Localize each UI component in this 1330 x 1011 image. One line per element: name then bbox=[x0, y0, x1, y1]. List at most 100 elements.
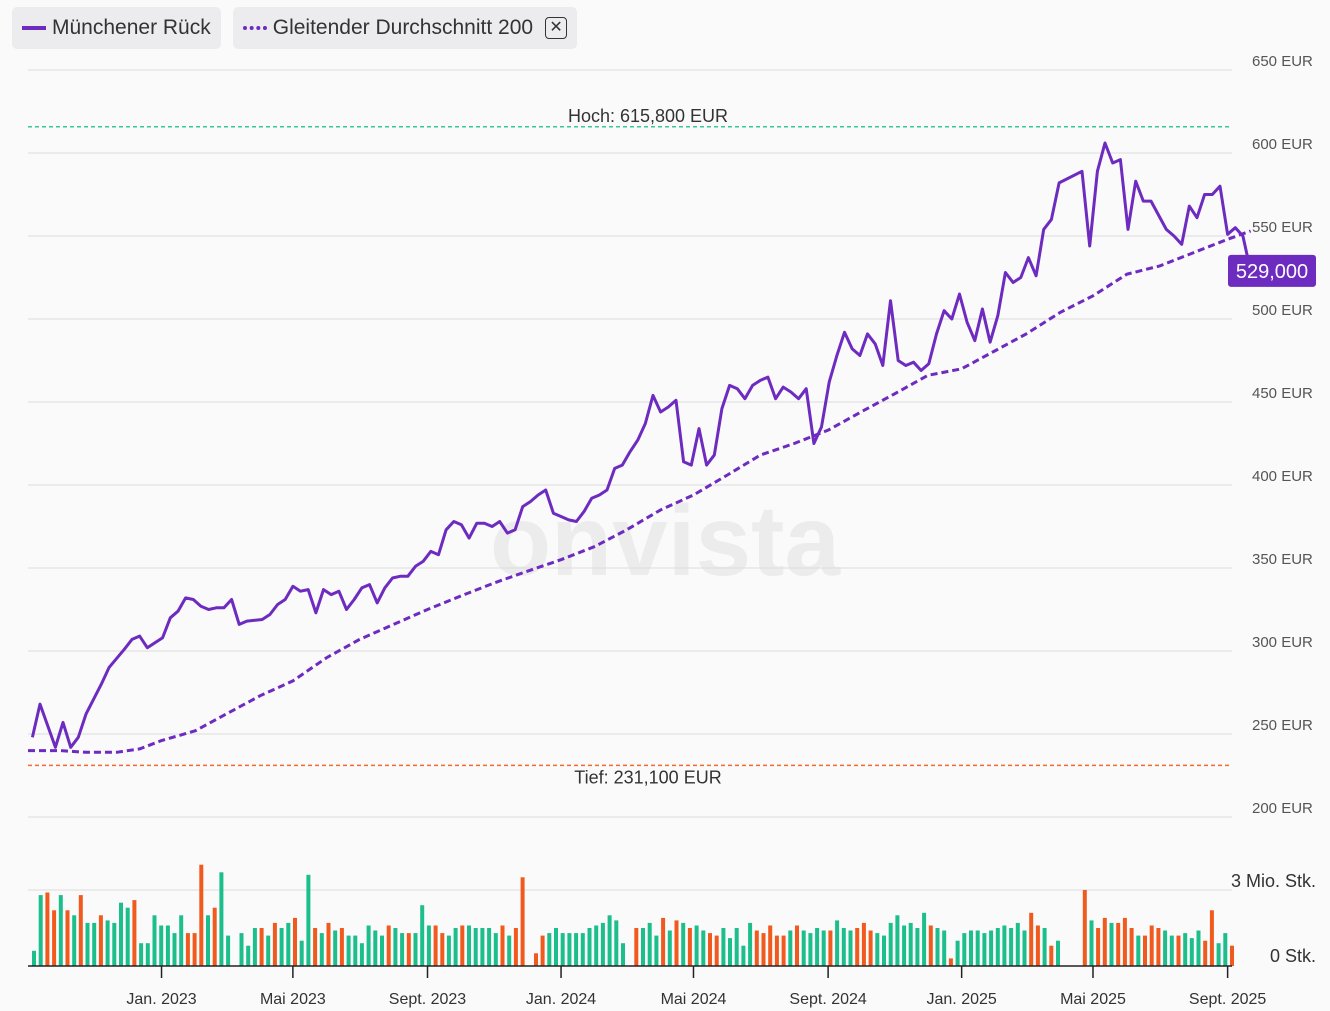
price-tick-label: 450 EUR bbox=[1252, 385, 1313, 402]
high-label: Hoch: 615,800 EUR bbox=[568, 106, 728, 126]
volume-bar bbox=[1143, 935, 1147, 966]
volume-bar bbox=[65, 910, 70, 966]
volume-bar bbox=[661, 917, 666, 966]
volume-bar bbox=[614, 920, 619, 966]
price-tick-label: 250 EUR bbox=[1252, 717, 1313, 734]
volume-bar bbox=[52, 910, 57, 966]
volume-bar bbox=[1009, 928, 1014, 966]
moving-average-line bbox=[28, 229, 1252, 754]
volume-bar bbox=[1082, 890, 1087, 966]
volume-bar bbox=[252, 928, 257, 966]
volume-bar bbox=[119, 902, 123, 966]
volume-bar bbox=[487, 928, 492, 966]
x-tick-label: Jan. 2024 bbox=[526, 991, 596, 1008]
volume-bar bbox=[902, 925, 907, 966]
volume-bar bbox=[1015, 922, 1020, 966]
volume-bar bbox=[1022, 930, 1027, 966]
volume-bar bbox=[875, 933, 880, 966]
volume-bar bbox=[38, 895, 43, 966]
volume-bar bbox=[888, 922, 893, 966]
volume-bar bbox=[554, 928, 558, 966]
volume-bar bbox=[942, 930, 947, 966]
volume-bar bbox=[239, 933, 244, 966]
volume-bar bbox=[286, 922, 291, 966]
volume-bar bbox=[560, 933, 565, 966]
chart-legend: Münchener Rück Gleitender Durchschnitt 2… bbox=[12, 7, 578, 49]
volume-bar bbox=[132, 900, 137, 966]
volume-bar bbox=[1116, 922, 1121, 966]
volume-bar bbox=[1122, 917, 1127, 966]
volume-bar bbox=[808, 933, 813, 966]
volume-bar bbox=[861, 922, 866, 966]
volume-bar bbox=[788, 930, 793, 966]
volume-bar bbox=[460, 925, 465, 966]
volume-bar bbox=[1149, 925, 1154, 966]
volume-bar bbox=[580, 933, 585, 966]
volume-bar bbox=[520, 877, 525, 966]
price-tick-label: 650 EUR bbox=[1252, 53, 1313, 70]
volume-bar bbox=[567, 933, 572, 966]
volume-bar bbox=[406, 933, 411, 966]
legend-label-price: Münchener Rück bbox=[52, 16, 211, 39]
price-tick-label: 500 EUR bbox=[1252, 302, 1313, 319]
volume-bar bbox=[226, 935, 231, 966]
volume-bar bbox=[607, 915, 612, 966]
volume-bar bbox=[366, 925, 371, 966]
volume-bar bbox=[768, 925, 773, 966]
volume-bar bbox=[353, 935, 358, 966]
close-icon[interactable]: ✕ bbox=[545, 17, 568, 39]
volume-bar bbox=[1216, 943, 1221, 966]
legend-swatch-dashed bbox=[242, 26, 267, 30]
legend-item-moving-average[interactable]: Gleitender Durchschnitt 200 ✕ bbox=[232, 7, 578, 49]
volume-bar bbox=[473, 928, 478, 966]
volume-bar bbox=[935, 928, 940, 966]
volume-bar bbox=[895, 915, 900, 966]
volume-bar bbox=[1035, 925, 1040, 966]
volume-bar bbox=[359, 943, 364, 966]
x-tick-label: Jan. 2025 bbox=[927, 991, 997, 1008]
price-tick-label: 550 EUR bbox=[1252, 219, 1313, 236]
volume-bar bbox=[701, 930, 706, 966]
volume-bar bbox=[547, 933, 552, 966]
volume-tick-label: 0 Stk. bbox=[1270, 946, 1316, 966]
volume-bar bbox=[1089, 920, 1094, 966]
volume-bar bbox=[125, 907, 130, 966]
volume-bar bbox=[185, 933, 190, 966]
volume-bar bbox=[708, 933, 712, 966]
volume-bar bbox=[420, 905, 425, 966]
volume-bar bbox=[339, 928, 344, 966]
volume-bar bbox=[159, 925, 164, 966]
x-tick-label: Mai 2025 bbox=[1060, 991, 1126, 1008]
last-price-label: 529,000 bbox=[1236, 261, 1308, 283]
volume-bar bbox=[915, 928, 920, 966]
volume-bar bbox=[85, 922, 90, 966]
volume-bar bbox=[975, 930, 980, 966]
watermark-text: onvista bbox=[490, 485, 841, 597]
legend-item-price[interactable]: Münchener Rück bbox=[12, 7, 221, 49]
x-tick-label: Sept. 2024 bbox=[789, 991, 867, 1008]
volume-bar bbox=[955, 940, 960, 966]
volume-bar bbox=[694, 925, 699, 966]
volume-bar bbox=[969, 930, 973, 966]
volume-bar bbox=[453, 928, 458, 966]
volume-bar bbox=[1209, 910, 1214, 966]
volume-bar bbox=[982, 933, 987, 966]
volume-bar bbox=[433, 925, 438, 966]
volume-bar bbox=[1042, 928, 1047, 966]
volume-bar bbox=[319, 933, 324, 966]
volume-bar bbox=[587, 928, 592, 966]
volume-bar bbox=[781, 935, 786, 966]
legend-swatch-solid bbox=[22, 26, 46, 30]
volume-bar bbox=[1102, 917, 1107, 966]
x-tick-label: Jan. 2023 bbox=[126, 991, 196, 1008]
volume-bar bbox=[1203, 940, 1208, 966]
volume-bar bbox=[908, 922, 913, 966]
volume-bar bbox=[326, 922, 331, 966]
x-tick-label: Sept. 2023 bbox=[389, 991, 467, 1008]
volume-bar bbox=[1156, 928, 1161, 966]
x-tick-label: Mai 2024 bbox=[661, 991, 727, 1008]
volume-bar bbox=[272, 922, 277, 966]
volume-bar bbox=[72, 915, 77, 966]
volume-bar bbox=[540, 935, 545, 966]
